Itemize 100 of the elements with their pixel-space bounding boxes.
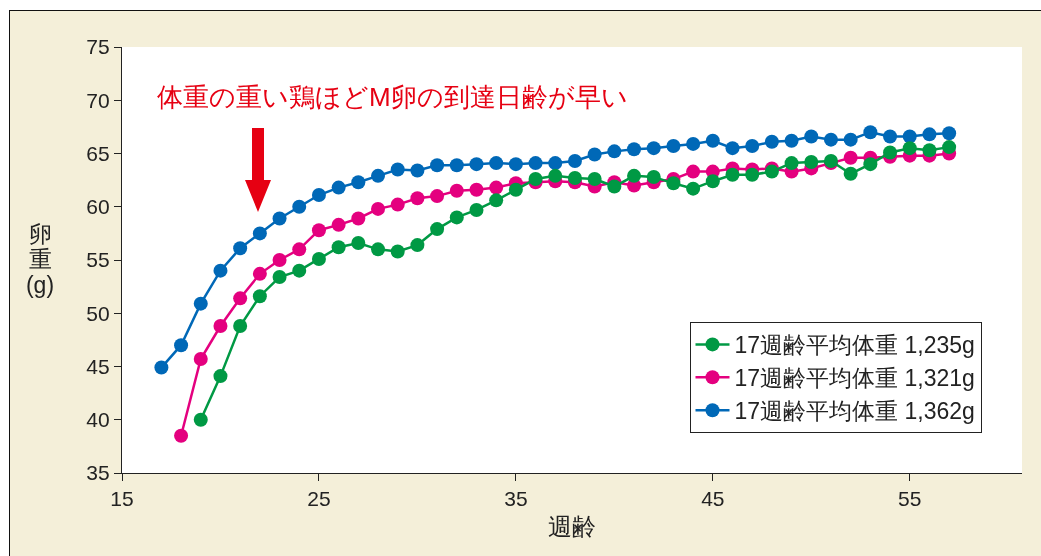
- point: [705, 174, 720, 189]
- y-tick-label: 55: [86, 248, 110, 272]
- point: [902, 141, 917, 156]
- point: [883, 145, 898, 160]
- point: [725, 167, 740, 182]
- point: [607, 144, 622, 159]
- point: [567, 170, 582, 185]
- point: [154, 360, 169, 375]
- point: [410, 238, 425, 253]
- y-tick-label: 60: [86, 195, 110, 219]
- point: [469, 157, 484, 172]
- point: [627, 168, 642, 183]
- point: [390, 244, 405, 259]
- point: [902, 129, 917, 144]
- point: [686, 136, 701, 151]
- point: [371, 242, 386, 257]
- point: [233, 241, 248, 256]
- point: [942, 126, 957, 141]
- point: [666, 176, 681, 191]
- point: [745, 139, 760, 154]
- point: [410, 191, 425, 206]
- point: [430, 222, 445, 237]
- point: [292, 242, 307, 257]
- point: [804, 129, 819, 144]
- point: [351, 211, 366, 226]
- legend-label: 17週齢平均体重 1,321g: [734, 365, 975, 392]
- point: [252, 226, 267, 241]
- point: [331, 240, 346, 255]
- point: [823, 132, 838, 147]
- x-tick-label: 45: [701, 487, 725, 511]
- point: [548, 168, 563, 183]
- annotation: 体重の重い鶏ほどM卵の到達日齢が早い: [157, 82, 628, 112]
- point: [863, 125, 878, 140]
- point: [193, 412, 208, 427]
- point: [528, 156, 543, 171]
- point: [922, 143, 937, 158]
- point: [351, 175, 366, 190]
- point: [193, 352, 208, 367]
- point: [764, 134, 779, 149]
- point: [449, 183, 464, 198]
- point: [587, 147, 602, 162]
- point: [784, 133, 799, 148]
- point: [292, 199, 307, 214]
- point: [449, 210, 464, 225]
- point: [311, 251, 326, 266]
- point: [410, 163, 425, 178]
- point: [371, 201, 386, 216]
- point: [252, 266, 267, 281]
- point: [646, 169, 661, 184]
- x-axis-title: 週齢: [548, 512, 596, 540]
- point: [843, 166, 858, 181]
- point: [686, 181, 701, 196]
- point: [233, 291, 248, 306]
- point: [311, 223, 326, 238]
- point: [666, 139, 681, 154]
- point: [272, 211, 287, 226]
- x-tick-label: 35: [504, 487, 528, 511]
- y-tick-label: 65: [86, 141, 110, 165]
- point: [252, 289, 267, 304]
- point: [174, 428, 189, 443]
- point: [883, 129, 898, 144]
- y-tick-label: 50: [86, 301, 110, 325]
- point: [213, 369, 228, 384]
- point: [174, 338, 189, 353]
- y-tick-label: 35: [86, 461, 110, 485]
- point: [843, 150, 858, 165]
- point: [193, 296, 208, 311]
- point: [922, 127, 937, 142]
- point: [607, 179, 622, 194]
- point: [863, 157, 878, 172]
- point: [804, 155, 819, 170]
- y-tick-label: 45: [86, 354, 110, 378]
- point: [449, 158, 464, 173]
- y-axis-title: 卵重(g): [25, 221, 55, 298]
- point: [430, 158, 445, 173]
- point: [489, 193, 504, 208]
- legend-label: 17週齢平均体重 1,362g: [734, 398, 975, 425]
- point: [311, 188, 326, 203]
- y-tick-label: 40: [86, 408, 110, 432]
- point: [548, 156, 563, 171]
- point: [508, 157, 523, 172]
- point: [508, 182, 523, 197]
- point: [213, 319, 228, 334]
- y-tick-label: 70: [86, 88, 110, 112]
- point: [371, 168, 386, 183]
- point: [233, 319, 248, 334]
- point: [331, 217, 346, 232]
- point: [745, 167, 760, 182]
- x-tick-label: 25: [307, 487, 331, 511]
- point: [469, 202, 484, 217]
- point: [489, 156, 504, 171]
- point: [705, 133, 720, 148]
- legend-label: 17週齢平均体重 1,235g: [734, 332, 975, 359]
- point: [627, 142, 642, 157]
- point: [489, 180, 504, 195]
- point: [272, 253, 287, 267]
- x-tick-label: 15: [110, 487, 134, 511]
- point: [686, 164, 701, 179]
- point: [646, 141, 661, 156]
- point: [725, 141, 740, 156]
